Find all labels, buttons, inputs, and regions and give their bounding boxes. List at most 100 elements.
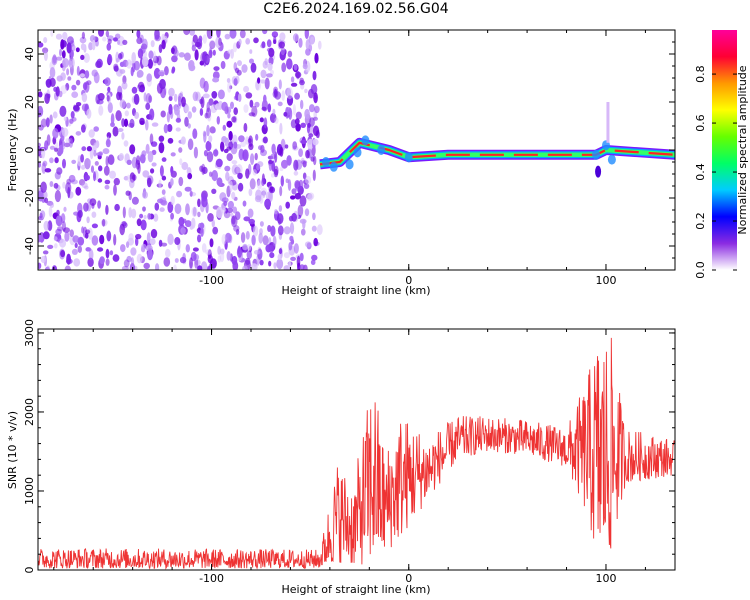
noise-blob (53, 182, 59, 189)
noise-blob (72, 235, 80, 243)
noise-blob (249, 178, 256, 190)
noise-blob (316, 224, 323, 236)
noise-blob (75, 79, 81, 86)
noise-blob (300, 99, 304, 110)
noise-blob (89, 198, 97, 206)
noise-blob (76, 65, 80, 76)
noise-blob (45, 117, 50, 128)
noise-blob (136, 37, 143, 45)
noise-blob (56, 209, 60, 216)
noise-blob (98, 151, 103, 156)
noise-blob (239, 30, 246, 39)
noise-blob (135, 233, 142, 240)
ridge-feature (592, 149, 601, 160)
noise-blob (269, 186, 274, 192)
noise-blob (160, 110, 166, 118)
x-tick-label: -100 (199, 572, 224, 585)
noise-blob (158, 142, 165, 154)
noise-blob (248, 112, 256, 117)
noise-blob (236, 69, 242, 76)
colorbar-label: Normalized spectral amplitude (736, 65, 749, 234)
noise-blob (81, 92, 88, 103)
noise-blob (232, 42, 238, 53)
noise-blob (259, 228, 263, 235)
noise-blob (305, 175, 312, 185)
noise-blob (304, 88, 308, 94)
noise-blob (226, 78, 231, 83)
bottom-x-axis-label: Height of straight line (km) (281, 583, 430, 596)
noise-blob (145, 119, 149, 131)
noise-blob (107, 38, 112, 45)
noise-blob (312, 138, 319, 146)
noise-blob (286, 155, 292, 166)
noise-blob (184, 220, 192, 228)
x-tick-label: -100 (199, 274, 224, 287)
noise-blob (243, 104, 249, 113)
noise-blob (212, 49, 216, 56)
noise-blob (101, 218, 106, 227)
x-tick-label: 100 (595, 274, 616, 287)
noise-blob (77, 155, 82, 167)
noise-blob (266, 73, 273, 78)
noise-blob (75, 186, 82, 196)
noise-blob (158, 70, 166, 76)
noise-blob (267, 62, 273, 71)
noise-blob (214, 103, 222, 110)
noise-blob (77, 245, 83, 253)
noise-blob (248, 143, 254, 151)
noise-blob (123, 175, 129, 181)
noise-blob (110, 113, 115, 125)
noise-blob (79, 73, 85, 78)
noise-blob (161, 242, 168, 247)
noise-blob (119, 61, 125, 67)
noise-blob (159, 78, 166, 90)
noise-blob (235, 228, 240, 235)
x-tick-label: 0 (405, 572, 412, 585)
noise-blob (216, 30, 221, 38)
noise-blob (99, 256, 105, 265)
noise-blob (304, 30, 309, 40)
noise-blob (200, 261, 208, 270)
ridge-feature (361, 135, 370, 146)
noise-blob (55, 228, 62, 235)
noise-blob (245, 38, 251, 45)
noise-blob (294, 192, 301, 200)
noise-blob (189, 30, 195, 36)
noise-blob (243, 216, 251, 222)
noise-blob (278, 205, 283, 212)
noise-blob (149, 133, 154, 145)
noise-blob (279, 32, 286, 41)
noise-blob (117, 128, 124, 132)
noise-blob (66, 68, 70, 76)
noise-blob (216, 206, 223, 219)
noise-blob (286, 58, 293, 70)
noise-blob (46, 265, 50, 270)
noise-blob (54, 157, 59, 164)
ridge-feature (607, 154, 616, 165)
noise-blob (227, 112, 231, 119)
noise-blob (148, 50, 154, 60)
noise-blob (88, 129, 95, 138)
noise-blob (124, 110, 129, 117)
colorbar-ticks: 0.0 0.2 0.4 0.6 0.8 (694, 65, 737, 279)
noise-blob (81, 146, 87, 152)
noise-blob (264, 198, 271, 209)
noise-blob (94, 161, 99, 166)
noise-blob (258, 232, 264, 244)
noise-blob (312, 169, 316, 181)
noise-blob (231, 160, 238, 165)
noise-blob (67, 186, 71, 199)
noise-blob (297, 204, 304, 217)
noise-blob (207, 213, 214, 222)
ridge-feature (404, 152, 413, 163)
noise-blob (147, 151, 154, 163)
noise-blob (285, 87, 292, 97)
noise-blob (226, 251, 231, 261)
noise-blob (49, 157, 54, 164)
noise-blob (80, 43, 86, 51)
noise-blob (86, 80, 92, 86)
noise-blob (247, 138, 252, 144)
noise-blob (209, 171, 213, 177)
noise-blob (173, 264, 177, 270)
noise-blob (181, 96, 186, 108)
